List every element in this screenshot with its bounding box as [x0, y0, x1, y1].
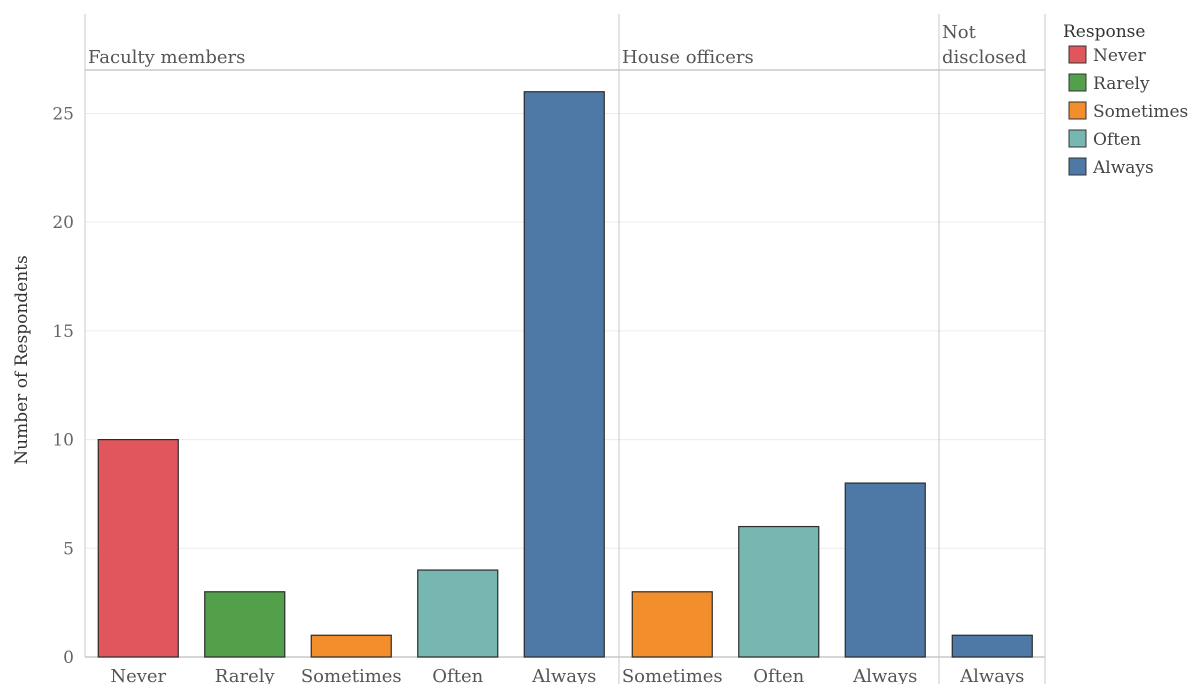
- bar: [631, 591, 713, 658]
- y-tick-label: 0: [63, 648, 74, 668]
- y-tick-label: 5: [63, 539, 74, 559]
- legend-swatch: [1068, 101, 1087, 120]
- panel-title: Faculty members: [88, 47, 245, 68]
- bar: [738, 525, 820, 658]
- bar: [951, 634, 1033, 658]
- x-tick-label: Rarely: [215, 666, 276, 684]
- panel-title: Not: [942, 22, 977, 43]
- y-axis-label: Number of Respondents: [12, 255, 32, 464]
- y-tick-label: 25: [52, 104, 74, 124]
- x-tick-label: Sometimes: [622, 666, 723, 684]
- legend-swatch: [1068, 157, 1087, 176]
- x-tick-label: Sometimes: [301, 666, 402, 684]
- x-tick-label: Often: [432, 666, 483, 684]
- legend-label: Sometimes: [1093, 102, 1188, 122]
- x-tick-label: Never: [110, 666, 166, 684]
- legend-swatch: [1068, 45, 1087, 64]
- legend-swatch: [1068, 73, 1087, 92]
- legend-title: Response: [1063, 22, 1145, 42]
- x-tick-label: Often: [753, 666, 804, 684]
- panel-title: disclosed: [942, 47, 1027, 68]
- legend-label: Never: [1093, 46, 1147, 66]
- x-tick-label: Always: [852, 666, 917, 684]
- axes: 0 5 10 15 20 25 Faculty members Never Rarely Some…: [52, 22, 1027, 687]
- legend-label: Often: [1093, 130, 1141, 150]
- bar: [97, 438, 179, 658]
- bars: [97, 91, 1033, 658]
- bar: [844, 482, 926, 658]
- bar: [417, 569, 499, 658]
- legend-label: Rarely: [1093, 74, 1150, 94]
- y-tick-label: 20: [52, 213, 74, 233]
- x-tick-label: Always: [531, 666, 596, 684]
- panel-title: House officers: [622, 47, 754, 68]
- bar: [204, 591, 286, 658]
- bar: [523, 91, 605, 658]
- legend-swatch: [1068, 129, 1087, 148]
- bar: [310, 634, 392, 658]
- y-tick-label: 10: [52, 431, 74, 451]
- x-tick-label: Always: [959, 666, 1024, 684]
- y-tick-label: 15: [52, 322, 74, 342]
- legend-label: Always: [1092, 158, 1154, 178]
- legend: Response Never Rarely Sometimes Often Always: [1063, 22, 1188, 178]
